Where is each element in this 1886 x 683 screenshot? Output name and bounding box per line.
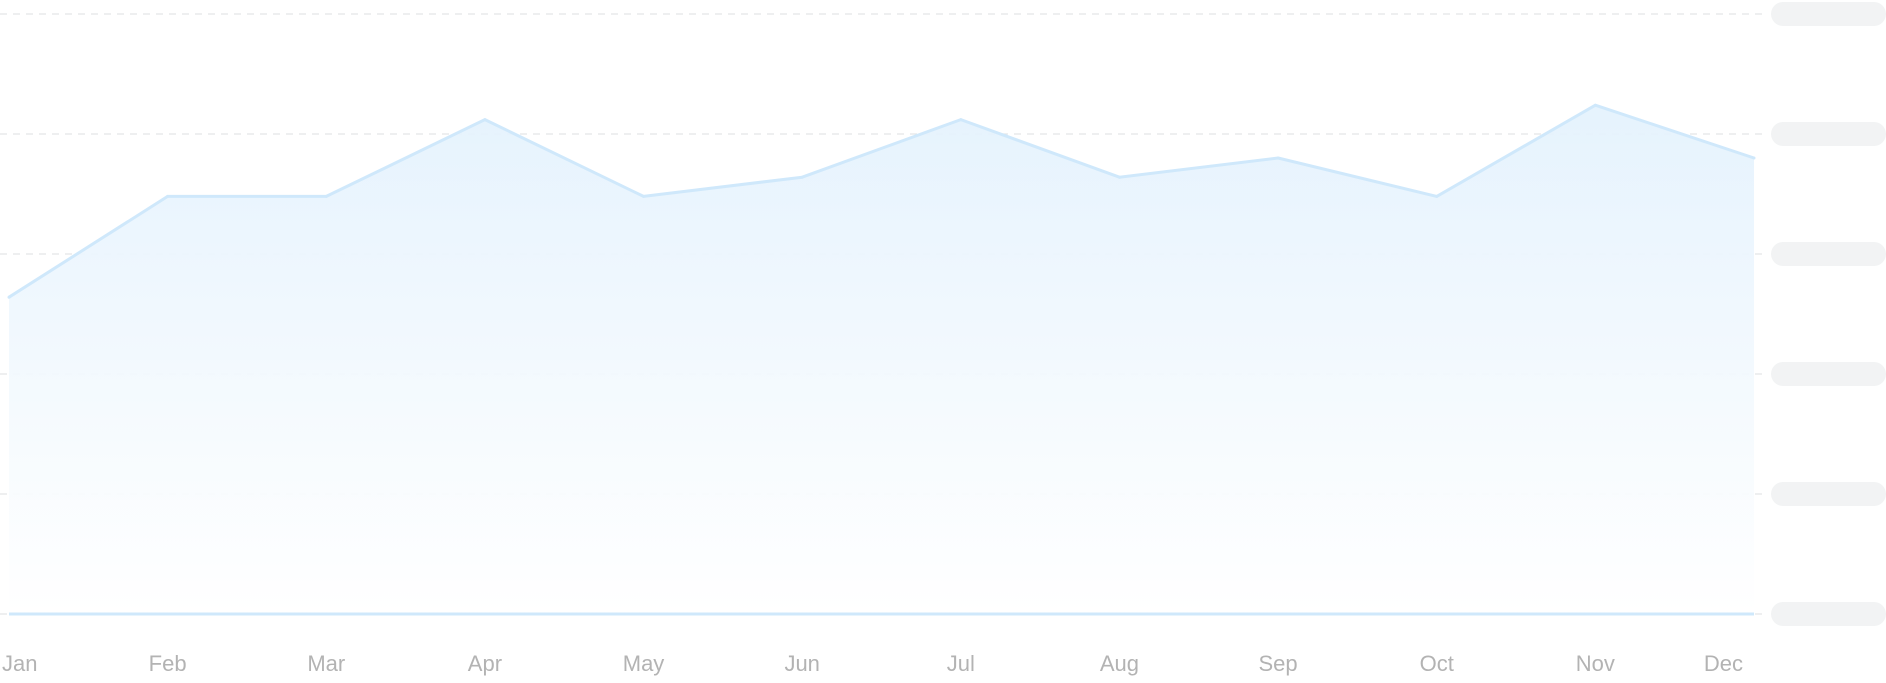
data-point-jun xyxy=(800,175,804,179)
data-point-sep xyxy=(1276,156,1280,160)
data-point-mar xyxy=(324,194,328,198)
x-tick-label-jan: Jan xyxy=(2,651,37,676)
x-tick-label-aug: Aug xyxy=(1100,651,1139,676)
x-tick-label-mar: Mar xyxy=(307,651,345,676)
x-tick-label-nov: Nov xyxy=(1576,651,1615,676)
x-axis-tick-labels: Jan Feb Mar Apr May Jun Jul Aug Sep Oct Nov Dec xyxy=(2,651,1743,676)
y-tick-label-placeholder xyxy=(1771,122,1886,146)
series-line xyxy=(8,103,1755,299)
data-point-aug xyxy=(1117,175,1121,179)
x-tick-label-jun: Jun xyxy=(784,651,819,676)
x-tick-label-may: May xyxy=(623,651,665,676)
data-point-apr xyxy=(483,118,487,122)
x-tick-label-jul: Jul xyxy=(947,651,975,676)
x-tick-label-oct: Oct xyxy=(1420,651,1454,676)
y-tick-label-placeholder xyxy=(1771,242,1886,266)
data-point-feb xyxy=(166,194,170,198)
data-point-jul xyxy=(959,118,963,122)
x-tick-label-sep: Sep xyxy=(1259,651,1298,676)
x-tick-label-apr: Apr xyxy=(468,651,502,676)
y-tick-label-placeholder xyxy=(1771,602,1886,626)
data-point-dec xyxy=(1752,156,1756,160)
y-tick-label-placeholder xyxy=(1771,2,1886,26)
data-point-jan xyxy=(7,295,11,299)
y-tick-label-placeholder xyxy=(1771,482,1886,506)
series-area xyxy=(7,103,1756,616)
x-tick-label-feb: Feb xyxy=(149,651,187,676)
y-tick-label-placeholder xyxy=(1771,362,1886,386)
series-area-fill xyxy=(9,105,1754,614)
data-point-may xyxy=(642,194,646,198)
x-tick-label-dec: Dec xyxy=(1704,651,1743,676)
y-axis-tick-labels xyxy=(1771,2,1886,626)
data-point-oct xyxy=(1435,194,1439,198)
data-point-nov xyxy=(1593,103,1597,107)
